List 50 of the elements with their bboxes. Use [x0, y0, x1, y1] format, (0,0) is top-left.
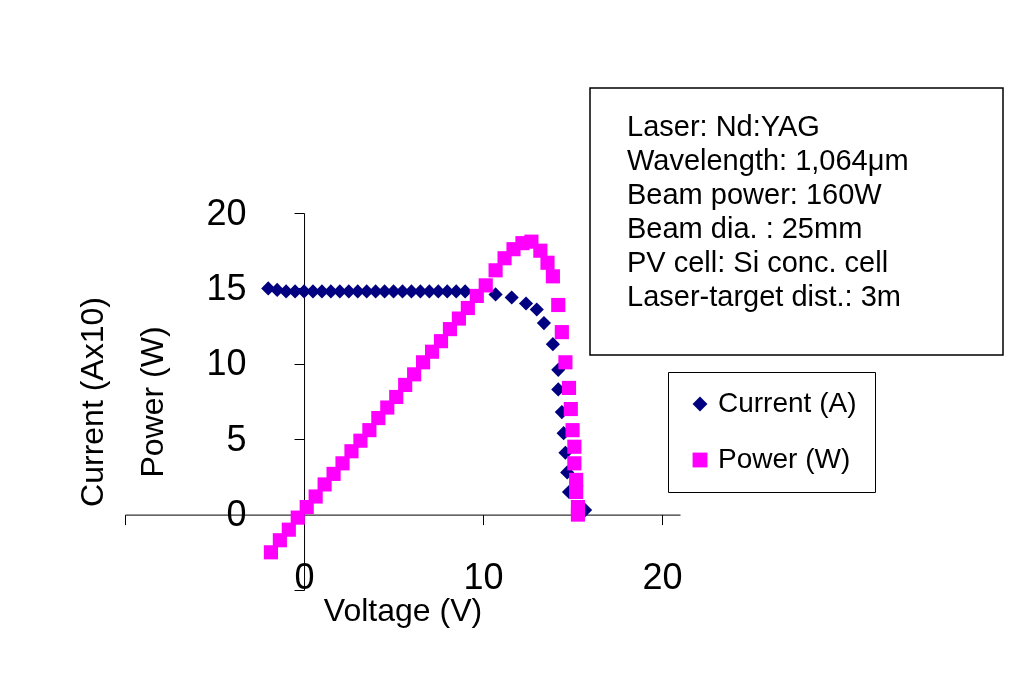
point [570, 507, 586, 522]
point [451, 311, 466, 326]
annotation: Laser-target dist.: 3m [627, 280, 901, 312]
point [317, 477, 332, 492]
y-tick-label: 5 [226, 417, 247, 459]
text: Wavelength: 1,064μm [627, 144, 909, 176]
annotation: PV cell: Si conc. cell [627, 246, 889, 278]
point [567, 439, 582, 454]
point [433, 334, 449, 349]
point [565, 423, 580, 438]
y-axis-title: Current (Ax10) Power (W) [74, 297, 171, 507]
point [424, 344, 440, 359]
text: Laser: Nd:YAG [627, 110, 820, 142]
point [263, 545, 278, 560]
point [398, 377, 413, 392]
point [389, 389, 404, 405]
point [558, 355, 573, 370]
legend-label: Current (A) [718, 387, 857, 418]
point [533, 243, 548, 258]
point [561, 380, 577, 395]
point [554, 325, 569, 340]
point [362, 423, 377, 438]
y-tick-label: 20 [206, 191, 247, 233]
point [551, 297, 566, 313]
point [281, 522, 296, 537]
point [504, 290, 519, 305]
point [567, 456, 582, 471]
point [308, 489, 323, 504]
point [335, 456, 350, 471]
point [545, 269, 560, 284]
point [529, 302, 544, 317]
point [478, 278, 493, 293]
x-tick-label: 20 [642, 556, 683, 598]
point [536, 316, 552, 331]
annotation: Beam dia. : 25mm [627, 212, 863, 244]
point [290, 510, 305, 525]
point [469, 288, 484, 304]
point [540, 255, 555, 270]
y-tick-label: 10 [206, 342, 247, 384]
point [488, 287, 503, 302]
point [460, 300, 475, 316]
text: Beam power: 160W [627, 178, 883, 210]
y-tick-label: 15 [206, 266, 247, 308]
point [407, 367, 422, 382]
point [488, 263, 503, 278]
legend-label: Power (W) [718, 443, 851, 474]
point [563, 401, 578, 417]
point [518, 296, 534, 311]
point [545, 337, 560, 352]
point [569, 484, 584, 500]
